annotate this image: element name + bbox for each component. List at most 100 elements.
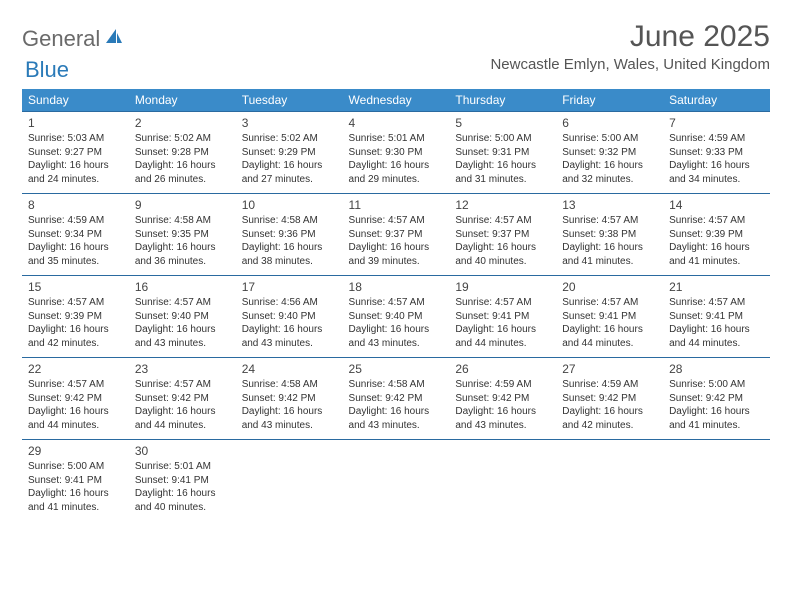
sunrise-text: Sunrise: 4:57 AM (455, 214, 550, 228)
sunset-text: Sunset: 9:27 PM (28, 146, 123, 160)
calendar-cell: 17Sunrise: 4:56 AMSunset: 9:40 PMDayligh… (236, 276, 343, 358)
day-number: 4 (349, 115, 444, 131)
sunset-text: Sunset: 9:42 PM (242, 392, 337, 406)
weekday-sat: Saturday (663, 89, 770, 112)
calendar-row: 29Sunrise: 5:00 AMSunset: 9:41 PMDayligh… (22, 440, 770, 522)
calendar-cell: 4Sunrise: 5:01 AMSunset: 9:30 PMDaylight… (343, 112, 450, 194)
sunrise-text: Sunrise: 4:57 AM (28, 296, 123, 310)
weekday-tue: Tuesday (236, 89, 343, 112)
calendar-cell: 16Sunrise: 4:57 AMSunset: 9:40 PMDayligh… (129, 276, 236, 358)
daylight-text: Daylight: 16 hours and 40 minutes. (455, 241, 550, 268)
day-number: 13 (562, 197, 657, 213)
brand-blue: Blue (25, 57, 69, 82)
daylight-text: Daylight: 16 hours and 38 minutes. (242, 241, 337, 268)
brand-logo: General (22, 20, 126, 52)
daylight-text: Daylight: 16 hours and 44 minutes. (135, 405, 230, 432)
day-number: 19 (455, 279, 550, 295)
daylight-text: Daylight: 16 hours and 32 minutes. (562, 159, 657, 186)
sunrise-text: Sunrise: 4:57 AM (135, 378, 230, 392)
sunset-text: Sunset: 9:41 PM (135, 474, 230, 488)
day-number: 14 (669, 197, 764, 213)
sunrise-text: Sunrise: 4:59 AM (562, 378, 657, 392)
calendar-cell (663, 440, 770, 522)
daylight-text: Daylight: 16 hours and 27 minutes. (242, 159, 337, 186)
calendar-body: 1Sunrise: 5:03 AMSunset: 9:27 PMDaylight… (22, 112, 770, 522)
calendar-cell: 9Sunrise: 4:58 AMSunset: 9:35 PMDaylight… (129, 194, 236, 276)
sunrise-text: Sunrise: 4:59 AM (28, 214, 123, 228)
sunset-text: Sunset: 9:39 PM (669, 228, 764, 242)
sunset-text: Sunset: 9:39 PM (28, 310, 123, 324)
day-number: 9 (135, 197, 230, 213)
day-number: 10 (242, 197, 337, 213)
calendar-cell: 13Sunrise: 4:57 AMSunset: 9:38 PMDayligh… (556, 194, 663, 276)
sunset-text: Sunset: 9:30 PM (349, 146, 444, 160)
weekday-sun: Sunday (22, 89, 129, 112)
sunset-text: Sunset: 9:41 PM (28, 474, 123, 488)
sunrise-text: Sunrise: 4:57 AM (562, 214, 657, 228)
title-block: June 2025 Newcastle Emlyn, Wales, United… (490, 20, 770, 73)
calendar-cell: 11Sunrise: 4:57 AMSunset: 9:37 PMDayligh… (343, 194, 450, 276)
day-number: 7 (669, 115, 764, 131)
calendar-cell: 20Sunrise: 4:57 AMSunset: 9:41 PMDayligh… (556, 276, 663, 358)
sunset-text: Sunset: 9:42 PM (349, 392, 444, 406)
calendar-cell: 5Sunrise: 5:00 AMSunset: 9:31 PMDaylight… (449, 112, 556, 194)
calendar-cell (343, 440, 450, 522)
sunset-text: Sunset: 9:38 PM (562, 228, 657, 242)
daylight-text: Daylight: 16 hours and 41 minutes. (28, 487, 123, 514)
sunset-text: Sunset: 9:40 PM (242, 310, 337, 324)
calendar-cell: 8Sunrise: 4:59 AMSunset: 9:34 PMDaylight… (22, 194, 129, 276)
daylight-text: Daylight: 16 hours and 26 minutes. (135, 159, 230, 186)
daylight-text: Daylight: 16 hours and 41 minutes. (562, 241, 657, 268)
daylight-text: Daylight: 16 hours and 44 minutes. (455, 323, 550, 350)
sunrise-text: Sunrise: 4:57 AM (135, 296, 230, 310)
calendar-cell: 3Sunrise: 5:02 AMSunset: 9:29 PMDaylight… (236, 112, 343, 194)
daylight-text: Daylight: 16 hours and 43 minutes. (135, 323, 230, 350)
day-number: 3 (242, 115, 337, 131)
calendar-row: 22Sunrise: 4:57 AMSunset: 9:42 PMDayligh… (22, 358, 770, 440)
daylight-text: Daylight: 16 hours and 24 minutes. (28, 159, 123, 186)
daylight-text: Daylight: 16 hours and 40 minutes. (135, 487, 230, 514)
calendar-row: 1Sunrise: 5:03 AMSunset: 9:27 PMDaylight… (22, 112, 770, 194)
calendar-cell: 23Sunrise: 4:57 AMSunset: 9:42 PMDayligh… (129, 358, 236, 440)
daylight-text: Daylight: 16 hours and 31 minutes. (455, 159, 550, 186)
daylight-text: Daylight: 16 hours and 44 minutes. (562, 323, 657, 350)
sunset-text: Sunset: 9:29 PM (242, 146, 337, 160)
sunrise-text: Sunrise: 4:57 AM (349, 214, 444, 228)
day-number: 16 (135, 279, 230, 295)
day-number: 23 (135, 361, 230, 377)
weekday-wed: Wednesday (343, 89, 450, 112)
calendar-cell: 2Sunrise: 5:02 AMSunset: 9:28 PMDaylight… (129, 112, 236, 194)
sunrise-text: Sunrise: 4:56 AM (242, 296, 337, 310)
day-number: 12 (455, 197, 550, 213)
calendar-cell: 24Sunrise: 4:58 AMSunset: 9:42 PMDayligh… (236, 358, 343, 440)
sunset-text: Sunset: 9:37 PM (349, 228, 444, 242)
calendar-cell: 10Sunrise: 4:58 AMSunset: 9:36 PMDayligh… (236, 194, 343, 276)
weekday-thu: Thursday (449, 89, 556, 112)
calendar-cell: 21Sunrise: 4:57 AMSunset: 9:41 PMDayligh… (663, 276, 770, 358)
calendar-row: 8Sunrise: 4:59 AMSunset: 9:34 PMDaylight… (22, 194, 770, 276)
daylight-text: Daylight: 16 hours and 39 minutes. (349, 241, 444, 268)
sunset-text: Sunset: 9:28 PM (135, 146, 230, 160)
sunset-text: Sunset: 9:42 PM (562, 392, 657, 406)
sunset-text: Sunset: 9:33 PM (669, 146, 764, 160)
month-title: June 2025 (490, 20, 770, 54)
calendar-cell: 15Sunrise: 4:57 AMSunset: 9:39 PMDayligh… (22, 276, 129, 358)
brand-general: General (22, 26, 100, 52)
sunset-text: Sunset: 9:40 PM (135, 310, 230, 324)
calendar-cell: 19Sunrise: 4:57 AMSunset: 9:41 PMDayligh… (449, 276, 556, 358)
calendar-cell: 22Sunrise: 4:57 AMSunset: 9:42 PMDayligh… (22, 358, 129, 440)
day-number: 25 (349, 361, 444, 377)
sunset-text: Sunset: 9:35 PM (135, 228, 230, 242)
calendar-cell: 18Sunrise: 4:57 AMSunset: 9:40 PMDayligh… (343, 276, 450, 358)
calendar-cell: 7Sunrise: 4:59 AMSunset: 9:33 PMDaylight… (663, 112, 770, 194)
calendar-cell (236, 440, 343, 522)
sunrise-text: Sunrise: 4:59 AM (669, 132, 764, 146)
calendar-page: General June 2025 Newcastle Emlyn, Wales… (0, 0, 792, 542)
calendar-head: Sunday Monday Tuesday Wednesday Thursday… (22, 89, 770, 112)
calendar-cell: 12Sunrise: 4:57 AMSunset: 9:37 PMDayligh… (449, 194, 556, 276)
sunset-text: Sunset: 9:36 PM (242, 228, 337, 242)
sunrise-text: Sunrise: 4:58 AM (242, 214, 337, 228)
sunrise-text: Sunrise: 4:57 AM (669, 214, 764, 228)
daylight-text: Daylight: 16 hours and 43 minutes. (242, 405, 337, 432)
sunrise-text: Sunrise: 4:57 AM (28, 378, 123, 392)
